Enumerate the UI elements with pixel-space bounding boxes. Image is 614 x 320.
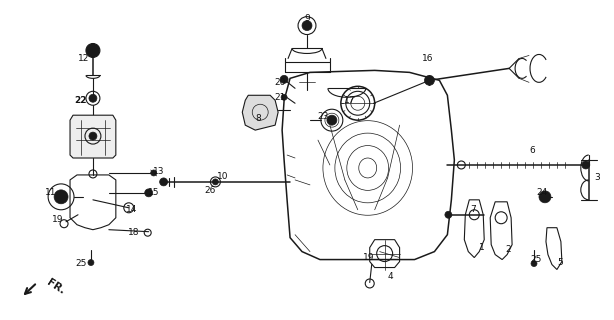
Text: 5: 5 (557, 258, 563, 267)
Text: 19: 19 (363, 253, 375, 262)
Text: 1: 1 (480, 243, 485, 252)
Text: 21: 21 (274, 93, 286, 102)
Text: 10: 10 (217, 172, 228, 181)
Text: 19: 19 (52, 215, 64, 224)
Circle shape (212, 179, 219, 185)
Text: 11: 11 (45, 188, 57, 197)
Text: 26: 26 (204, 186, 216, 196)
Circle shape (160, 178, 168, 186)
Text: 12: 12 (78, 54, 90, 63)
Circle shape (280, 76, 288, 83)
Circle shape (327, 115, 337, 125)
Circle shape (445, 211, 452, 218)
Circle shape (89, 132, 97, 140)
Circle shape (150, 170, 157, 176)
Text: 2: 2 (505, 245, 511, 254)
Text: 13: 13 (153, 167, 165, 176)
Circle shape (302, 20, 312, 31)
Circle shape (539, 191, 551, 203)
Circle shape (145, 189, 153, 197)
Circle shape (281, 94, 287, 100)
Circle shape (531, 260, 537, 267)
Text: 22: 22 (75, 96, 87, 105)
Text: 25: 25 (76, 259, 87, 268)
Text: 17: 17 (344, 96, 356, 105)
Circle shape (54, 190, 68, 204)
Text: 8: 8 (255, 114, 261, 123)
Circle shape (89, 46, 97, 54)
Polygon shape (243, 95, 278, 130)
Text: 16: 16 (422, 54, 433, 63)
Text: 15: 15 (148, 188, 160, 197)
Text: 3: 3 (594, 173, 600, 182)
Text: 9: 9 (304, 14, 310, 23)
Circle shape (89, 94, 97, 102)
Text: 6: 6 (529, 146, 535, 155)
Text: 23: 23 (317, 112, 328, 121)
Text: 24: 24 (537, 188, 548, 197)
Text: 14: 14 (126, 205, 138, 214)
Circle shape (582, 161, 590, 169)
Text: 7: 7 (470, 205, 476, 214)
Circle shape (86, 44, 100, 58)
Text: 25: 25 (530, 255, 542, 264)
Circle shape (88, 260, 94, 266)
Polygon shape (70, 115, 116, 158)
Text: 18: 18 (128, 228, 139, 237)
Text: 20: 20 (274, 78, 286, 87)
Text: 4: 4 (388, 272, 394, 281)
Circle shape (424, 76, 435, 85)
Text: FR.: FR. (45, 277, 67, 296)
